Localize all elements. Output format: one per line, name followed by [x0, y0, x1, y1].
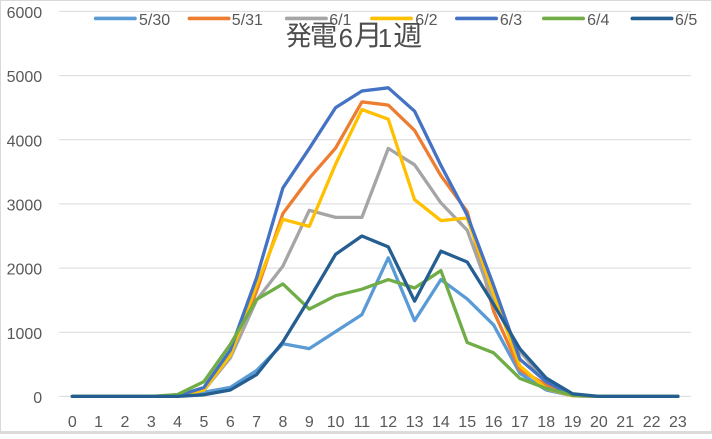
- svg-text:6: 6: [339, 23, 353, 53]
- svg-text:20: 20: [590, 414, 608, 431]
- svg-text:6000: 6000: [7, 5, 43, 22]
- svg-text:1: 1: [378, 23, 392, 53]
- svg-text:0: 0: [33, 390, 42, 407]
- svg-text:14: 14: [432, 414, 450, 431]
- svg-text:11: 11: [354, 414, 371, 431]
- svg-text:21: 21: [616, 414, 634, 431]
- svg-text:23: 23: [669, 414, 687, 431]
- svg-text:6/1: 6/1: [329, 12, 351, 29]
- svg-text:6/5: 6/5: [675, 12, 697, 29]
- svg-text:5/31: 5/31: [232, 12, 263, 29]
- svg-text:17: 17: [511, 414, 529, 431]
- svg-text:5: 5: [199, 414, 208, 431]
- svg-text:16: 16: [485, 414, 503, 431]
- svg-text:18: 18: [537, 414, 555, 431]
- svg-text:5000: 5000: [7, 69, 43, 86]
- svg-text:10: 10: [327, 414, 345, 431]
- svg-text:3: 3: [147, 414, 156, 431]
- svg-text:15: 15: [458, 414, 476, 431]
- svg-text:7: 7: [252, 414, 261, 431]
- svg-text:19: 19: [564, 414, 582, 431]
- svg-text:8: 8: [278, 414, 287, 431]
- svg-text:6/2: 6/2: [415, 12, 437, 29]
- svg-text:6/3: 6/3: [500, 12, 522, 29]
- svg-text:3000: 3000: [7, 198, 43, 215]
- svg-text:4000: 4000: [7, 133, 43, 150]
- svg-text:0: 0: [68, 414, 77, 431]
- svg-text:1000: 1000: [7, 326, 43, 343]
- svg-text:2000: 2000: [7, 262, 43, 279]
- svg-text:6/4: 6/4: [587, 12, 609, 29]
- svg-text:13: 13: [406, 414, 424, 431]
- svg-text:1: 1: [94, 414, 103, 431]
- svg-text:2: 2: [121, 414, 130, 431]
- svg-text:9: 9: [305, 414, 314, 431]
- svg-text:5/30: 5/30: [139, 12, 170, 29]
- svg-text:22: 22: [643, 414, 661, 431]
- svg-text:12: 12: [379, 414, 397, 431]
- svg-text:6: 6: [226, 414, 235, 431]
- svg-text:4: 4: [173, 414, 182, 431]
